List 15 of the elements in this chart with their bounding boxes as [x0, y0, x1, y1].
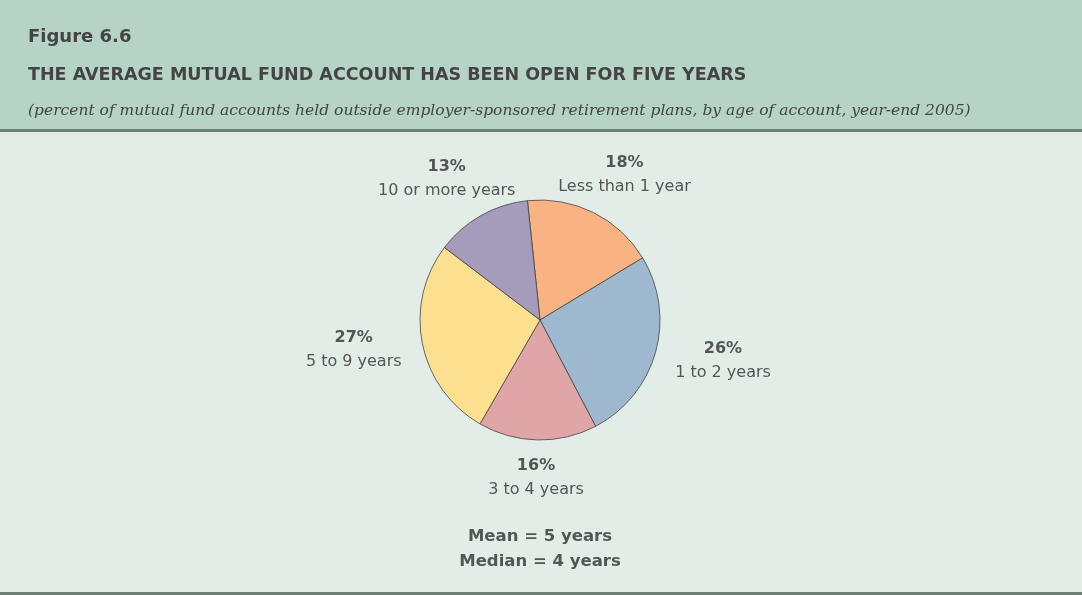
data-label: 13% [427, 155, 466, 175]
data-label: 16% [516, 454, 556, 474]
text: Median = 4 years [459, 551, 621, 570]
slice-label: 3 to 4 years [488, 478, 584, 498]
data-label: 27% [334, 326, 373, 346]
text: (percent of mutual fund accounts held outside employer-sponsored retirement plans, by age of account, year-end 2005) [28, 101, 971, 119]
slice-label: 10 or more years [377, 179, 516, 199]
data-label: 26% [703, 338, 743, 358]
text: Figure 6.6 [28, 25, 132, 46]
slice-label: Less than 1 year [558, 175, 692, 195]
chart-subtitle: THE AVERAGE MUTUAL FUND ACCOUNT HAS BEEN OPEN FOR FIVE YEARS [28, 64, 747, 84]
data-label: 18% [605, 151, 644, 171]
text: Mean = 5 years [467, 526, 613, 545]
slice-label: 5 to 9 years [305, 350, 402, 370]
slice-label: 1 to 2 years [675, 362, 771, 382]
